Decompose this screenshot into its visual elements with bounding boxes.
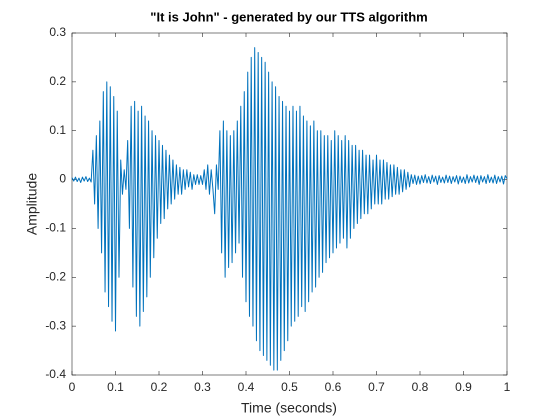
y-tick-label: -0.1 [45,221,66,235]
chart-title: "It is John" - generated by our TTS algo… [150,9,427,24]
y-tick-label: 0.3 [49,25,66,39]
y-tick-label: 0 [59,172,66,186]
y-tick-label: -0.4 [45,367,66,381]
x-tick-label: 0.7 [368,380,385,394]
x-tick-label: 0.3 [194,380,211,394]
x-tick-label: 0.8 [412,380,429,394]
y-tick-label: -0.3 [45,318,66,332]
x-tick-label: 0.9 [455,380,472,394]
x-tick-label: 0 [69,380,76,394]
x-axis-label: Time (seconds) [241,400,337,416]
x-tick-label: 0.5 [281,380,298,394]
y-axis-label: Amplitude [24,173,40,235]
x-tick-label: 1 [504,380,511,394]
x-tick-label: 0.4 [238,380,255,394]
y-tick-label: -0.2 [45,269,66,283]
x-tick-label: 0.1 [107,380,124,394]
x-tick-label: 0.2 [151,380,168,394]
y-tick-label: 0.2 [49,74,66,88]
x-tick-label: 0.6 [325,380,342,394]
y-tick-label: 0.1 [49,123,66,137]
waveform [71,47,508,371]
